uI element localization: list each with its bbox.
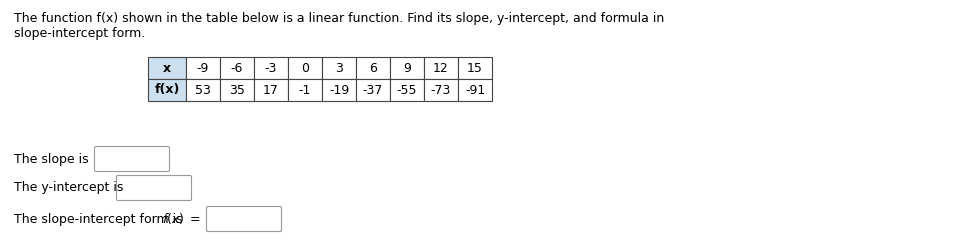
Bar [288, 79, 322, 101]
Bar [186, 79, 220, 101]
Text: -9: -9 [197, 61, 209, 75]
Text: x: x [163, 61, 171, 75]
Text: -3: -3 [265, 61, 277, 75]
Bar [424, 57, 458, 79]
Text: 9: 9 [403, 61, 411, 75]
Text: -1: -1 [299, 83, 311, 97]
Text: 17: 17 [263, 83, 279, 97]
FancyBboxPatch shape [94, 146, 169, 172]
FancyBboxPatch shape [207, 206, 282, 232]
Bar [356, 57, 390, 79]
Text: -91: -91 [465, 83, 485, 97]
Bar [220, 57, 254, 79]
Text: $f(x)$ $=$: $f(x)$ $=$ [162, 211, 201, 227]
Bar [458, 57, 492, 79]
FancyBboxPatch shape [116, 175, 191, 201]
Text: 15: 15 [467, 61, 483, 75]
Text: 6: 6 [369, 61, 377, 75]
Bar [458, 79, 492, 101]
Bar [390, 79, 424, 101]
Text: 12: 12 [433, 61, 449, 75]
Bar [148, 57, 186, 79]
Bar [288, 57, 322, 79]
Text: f(x): f(x) [155, 83, 180, 97]
Bar [390, 57, 424, 79]
Text: 0: 0 [301, 61, 309, 75]
Bar [356, 79, 390, 101]
Bar [220, 79, 254, 101]
Text: -55: -55 [397, 83, 417, 97]
Text: -37: -37 [363, 83, 383, 97]
Text: slope-intercept form.: slope-intercept form. [14, 27, 145, 40]
Bar [424, 79, 458, 101]
Text: -19: -19 [329, 83, 349, 97]
Text: 35: 35 [229, 83, 245, 97]
Bar [186, 57, 220, 79]
Text: -6: -6 [231, 61, 243, 75]
Text: The function f(x) shown in the table below is a linear function. Find its slope,: The function f(x) shown in the table bel… [14, 12, 664, 25]
Text: The slope is: The slope is [14, 152, 88, 166]
Text: 53: 53 [195, 83, 210, 97]
Bar [254, 79, 288, 101]
Bar [322, 57, 356, 79]
Text: -73: -73 [431, 83, 451, 97]
Text: The slope-intercept form is: The slope-intercept form is [14, 212, 183, 226]
Text: 3: 3 [335, 61, 343, 75]
Bar [322, 79, 356, 101]
Text: The y-intercept is: The y-intercept is [14, 181, 123, 195]
Bar [148, 79, 186, 101]
Bar [254, 57, 288, 79]
